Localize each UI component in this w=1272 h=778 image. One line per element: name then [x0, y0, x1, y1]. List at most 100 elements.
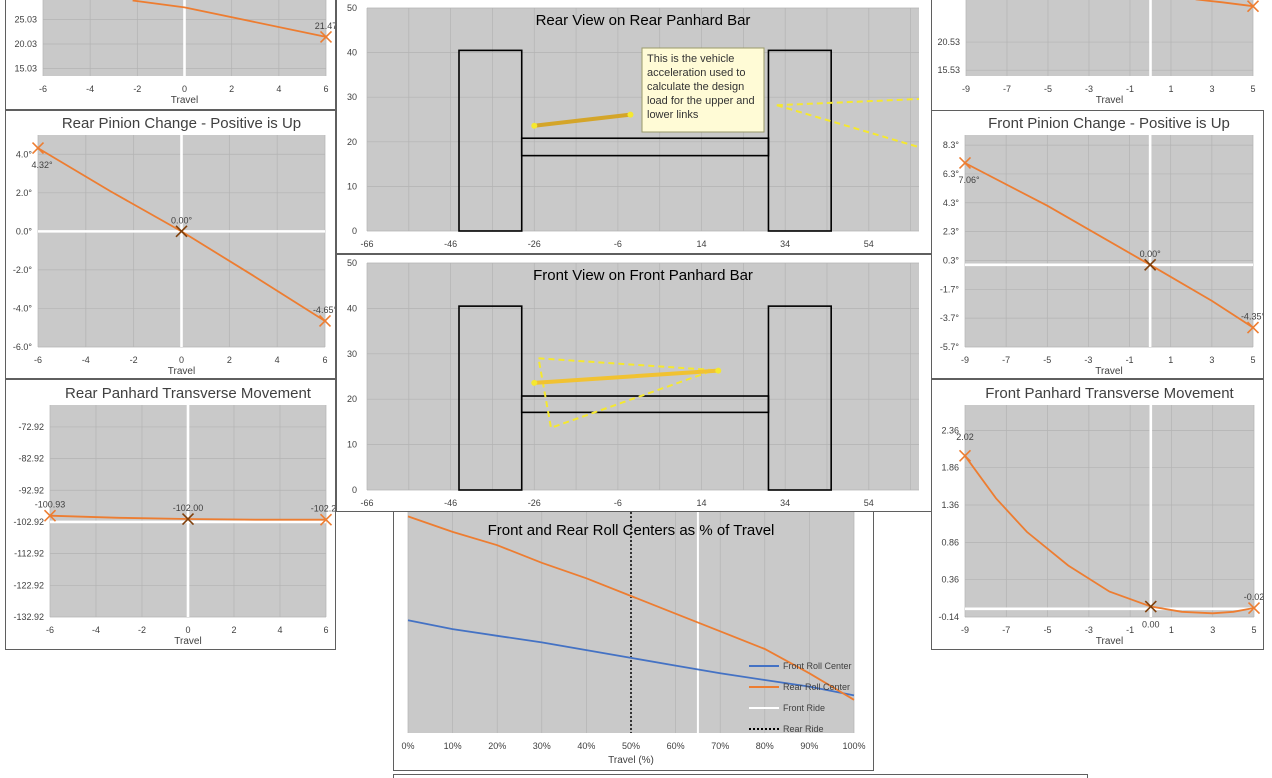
panhard-end-point [715, 367, 722, 374]
data-label: 0.00° [1140, 249, 1162, 259]
y-tick-label: 0.36 [941, 575, 959, 585]
y-tick-label: -4.0° [13, 303, 33, 313]
x-tick-label: 80% [756, 741, 774, 751]
x-tick-label: 0 [182, 84, 187, 94]
swing-triangle [537, 357, 715, 430]
x-tick-label: -7 [1002, 355, 1010, 365]
chart-title: Rear View on Rear Panhard Bar [536, 12, 751, 29]
y-tick-label: -0.14 [938, 612, 959, 622]
x-tick-label: -2 [138, 625, 146, 635]
data-label: 0.00 [1142, 620, 1160, 630]
callout-text: This is the vehicle acceleration used to… [647, 53, 755, 121]
data-label: 21.47 [315, 21, 335, 31]
x-tick-label: 5 [1251, 625, 1256, 635]
x-tick-label: 54 [864, 498, 874, 508]
x-tick-label: 30% [533, 741, 551, 751]
y-tick-label: 20 [347, 137, 357, 147]
x-tick-label: 3 [1209, 355, 1214, 365]
x-tick-label: 0 [179, 355, 184, 365]
x-tick-label: 60% [667, 741, 685, 751]
x-tick-label: 40% [577, 741, 595, 751]
y-tick-label: 2.36 [941, 425, 959, 435]
series-line-0 [964, 455, 1255, 615]
y-tick-label: 20.03 [14, 39, 37, 49]
y-tick-label: 0.86 [941, 537, 959, 547]
data-marker-b [319, 513, 333, 526]
x-tick-label: 1 [1169, 625, 1174, 635]
data-marker-b [958, 449, 972, 462]
x-tick-label: -46 [444, 498, 457, 508]
data-marker-b [31, 142, 45, 155]
x-tick-label: 5 [1250, 355, 1255, 365]
y-tick-label: 25.03 [14, 14, 37, 24]
x-tick-label: 6 [323, 84, 328, 94]
x-tick-label: 14 [697, 498, 707, 508]
x-tick-label: 4 [276, 84, 281, 94]
x-tick-label: -6 [614, 239, 622, 249]
svg-rear_panhard: Rear Panhard Transverse Movement -6 -4 -2 0 2… [13, 385, 341, 647]
y-tick-label: -1.7° [940, 284, 960, 294]
x-tick-label: -5 [1044, 625, 1052, 635]
x-tick-label: -26 [528, 239, 541, 249]
y-tick-label: 40 [347, 303, 357, 313]
svg-rear_top: -6 -4 -2 0 2 4 6 25.03 20.03 15.03 Travel 21.47 [14, 0, 337, 106]
y-tick-label: -112.92 [14, 549, 44, 559]
data-marker-b [1247, 601, 1261, 615]
chart-title: Front Panhard Transverse Movement [985, 385, 1234, 402]
svg-rear_view: -66 -46 -26 -6 14 34 54 50 40 30 20 10 0 Rear View on… [347, 3, 920, 249]
x-tick-label: 70% [711, 741, 729, 751]
panhard-end-point [531, 379, 538, 386]
series-line-rear-roll-center [407, 515, 855, 701]
x-tick-label: 2 [231, 625, 236, 635]
y-tick-label: 8.3° [943, 140, 960, 150]
x-tick-label: -4 [86, 84, 94, 94]
x-tick-label: 34 [780, 239, 790, 249]
wheel-or-axle-rect [520, 137, 770, 157]
x-tick-label: 3 [1209, 84, 1214, 94]
data-label: -4.65° [313, 305, 335, 315]
x-tick-label: -1 [1126, 84, 1134, 94]
x-tick-label: -6 [34, 355, 42, 365]
data-label: -100.93 [35, 500, 66, 510]
y-tick-label: -122.92 [13, 580, 44, 590]
x-tick-label: -9 [962, 84, 970, 94]
x-tick-label: -7 [1002, 625, 1010, 635]
y-tick-label: 20.53 [937, 37, 960, 47]
x-tick-label: -66 [360, 498, 373, 508]
y-tick-label: 4.0° [16, 149, 33, 159]
legend-label: Front Ride [783, 703, 825, 713]
x-tick-label: 1 [1168, 355, 1173, 365]
chart-title: Front Pinion Change - Positive is Up [988, 115, 1230, 132]
x-tick-label: 1 [1168, 84, 1173, 94]
y-tick-label: -82.92 [18, 454, 44, 464]
panhard-bar [534, 368, 719, 385]
data-label: -102.00 [173, 503, 204, 513]
x-tick-label: 2 [227, 355, 232, 365]
data-marker-b [1246, 0, 1260, 13]
x-tick-label: 50% [622, 741, 640, 751]
legend-label: Rear Roll Center [783, 682, 850, 692]
roll-centers-chart: 0% 10% 20% 30% 40% 50% 60% 70% 80% 90% 100% Travel … [393, 512, 874, 771]
y-tick-label: 15.53 [937, 65, 960, 75]
x-axis-label: Travel [1096, 95, 1123, 106]
plot-area [965, 405, 1254, 617]
y-tick-label: -6.0° [13, 342, 33, 352]
data-label: -4.35° [1241, 312, 1263, 322]
x-tick-label: -9 [961, 625, 969, 635]
data-marker-b [958, 156, 972, 170]
y-tick-label: 20 [347, 394, 357, 404]
data-label: 0.00° [171, 215, 193, 225]
series-line-0 [1195, 0, 1254, 8]
x-axis-label: Travel [1095, 366, 1122, 377]
y-tick-label: 30 [347, 349, 357, 359]
data-marker-b [1144, 600, 1157, 613]
series-line-front-roll-center [407, 619, 855, 697]
x-tick-label: -5 [1043, 355, 1051, 365]
series-line-0 [132, 0, 327, 38]
y-tick-label: 2.3° [943, 227, 960, 237]
svg-front_top: -9 -7 -5 -3 -1 1 3 5 20.53 15.53 Travel [937, 0, 1260, 106]
y-tick-label: 2.0° [16, 188, 33, 198]
x-tick-label: 100% [842, 741, 865, 751]
legend-label: Front Roll Center [783, 661, 852, 671]
x-tick-label: 4 [275, 355, 280, 365]
